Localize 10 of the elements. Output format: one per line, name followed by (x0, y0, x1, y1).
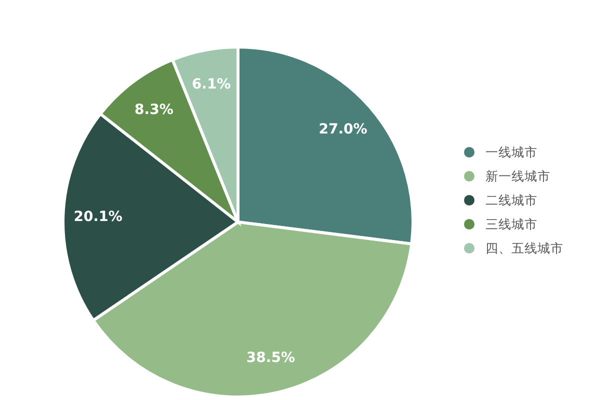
legend-label: 二线城市 (486, 192, 538, 208)
legend-label: 一线城市 (486, 144, 538, 160)
data-label: 6.1% (192, 76, 231, 93)
data-label: 27.0% (318, 121, 368, 138)
data-label: 38.5% (246, 350, 295, 366)
legend-label: 新一线城市 (486, 168, 550, 184)
data-label: 8.3% (134, 102, 174, 118)
legend-label: 三线城市 (486, 216, 538, 232)
data-label: 20.1% (74, 209, 122, 226)
legend-label: 四、五线城市 (486, 240, 564, 256)
